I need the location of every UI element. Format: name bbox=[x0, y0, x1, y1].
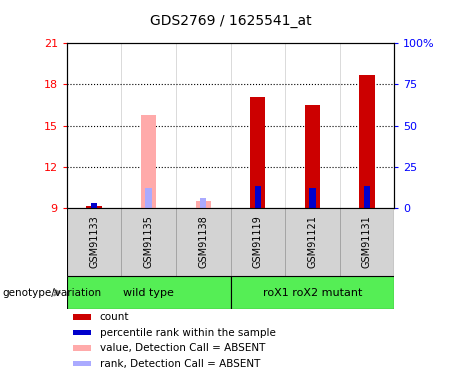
Text: GSM91121: GSM91121 bbox=[307, 215, 317, 268]
Bar bbox=[230, 276, 394, 309]
Bar bbox=[195, 201, 211, 208]
Bar bbox=[309, 188, 316, 208]
Bar bbox=[141, 115, 156, 208]
Bar bbox=[67, 276, 230, 309]
Bar bbox=[73, 314, 90, 320]
Bar bbox=[176, 208, 230, 276]
Bar bbox=[73, 345, 90, 351]
Bar bbox=[254, 186, 261, 208]
Bar bbox=[364, 186, 370, 208]
Bar bbox=[200, 198, 207, 208]
Bar bbox=[305, 105, 320, 208]
Bar bbox=[359, 75, 374, 208]
Text: percentile rank within the sample: percentile rank within the sample bbox=[100, 328, 276, 338]
Bar bbox=[340, 208, 394, 276]
Text: GSM91119: GSM91119 bbox=[253, 216, 263, 268]
Bar bbox=[91, 203, 97, 208]
Bar bbox=[285, 208, 340, 276]
Text: GSM91133: GSM91133 bbox=[89, 216, 99, 268]
Text: rank, Detection Call = ABSENT: rank, Detection Call = ABSENT bbox=[100, 358, 260, 369]
Bar bbox=[250, 97, 266, 208]
Text: wild type: wild type bbox=[123, 288, 174, 297]
Bar bbox=[87, 207, 102, 208]
Text: GDS2769 / 1625541_at: GDS2769 / 1625541_at bbox=[150, 13, 311, 28]
Text: GSM91131: GSM91131 bbox=[362, 216, 372, 268]
Bar bbox=[121, 208, 176, 276]
Bar bbox=[67, 208, 121, 276]
Bar bbox=[73, 361, 90, 366]
Text: genotype/variation: genotype/variation bbox=[2, 288, 101, 297]
Text: roX1 roX2 mutant: roX1 roX2 mutant bbox=[263, 288, 362, 297]
Text: value, Detection Call = ABSENT: value, Detection Call = ABSENT bbox=[100, 343, 265, 353]
Text: GSM91138: GSM91138 bbox=[198, 216, 208, 268]
Bar bbox=[230, 208, 285, 276]
Text: count: count bbox=[100, 312, 129, 322]
Bar bbox=[73, 330, 90, 335]
Text: GSM91135: GSM91135 bbox=[144, 215, 154, 268]
Bar bbox=[145, 188, 152, 208]
